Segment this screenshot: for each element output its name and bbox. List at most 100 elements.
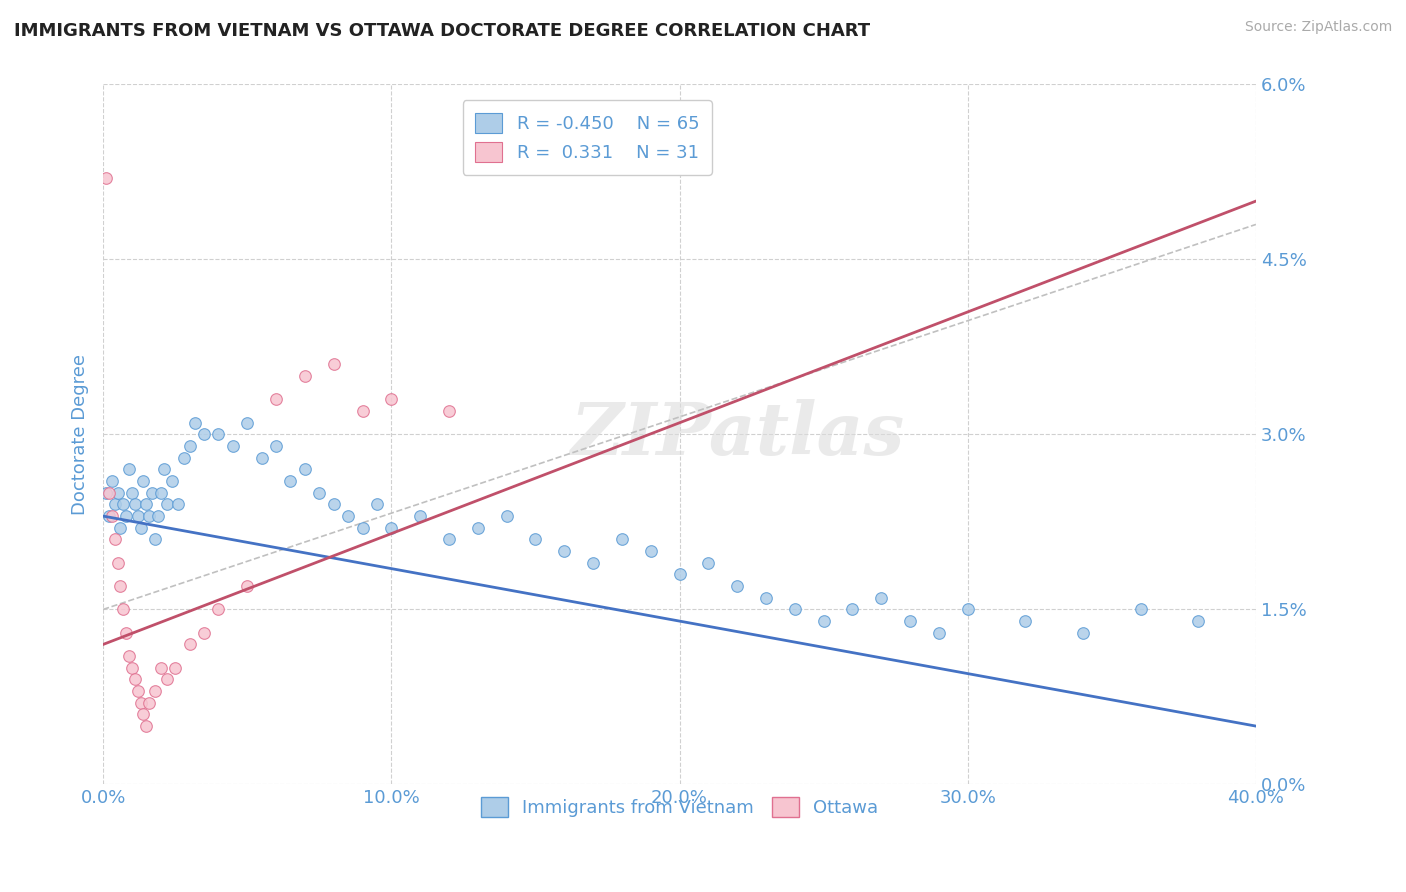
Point	[124, 673, 146, 687]
Point	[132, 707, 155, 722]
Point	[184, 416, 207, 430]
Point	[294, 369, 316, 384]
Point	[1129, 602, 1152, 616]
Legend: Immigrants from Vietnam, Ottawa: Immigrants from Vietnam, Ottawa	[474, 790, 886, 824]
Point	[141, 485, 163, 500]
Point	[97, 509, 120, 524]
Point	[222, 439, 245, 453]
Point	[783, 602, 806, 616]
Point	[104, 533, 127, 547]
Point	[928, 625, 950, 640]
Point	[755, 591, 778, 605]
Point	[236, 579, 259, 593]
Point	[107, 485, 129, 500]
Text: ZIPatlas: ZIPatlas	[569, 399, 904, 470]
Point	[104, 498, 127, 512]
Point	[1071, 625, 1094, 640]
Point	[115, 625, 138, 640]
Point	[118, 462, 141, 476]
Point	[138, 509, 160, 524]
Point	[110, 521, 132, 535]
Point	[437, 404, 460, 418]
Point	[127, 684, 149, 698]
Point	[167, 498, 190, 512]
Point	[322, 358, 344, 372]
Point	[870, 591, 893, 605]
Point	[898, 614, 921, 628]
Point	[294, 462, 316, 476]
Point	[155, 498, 177, 512]
Text: IMMIGRANTS FROM VIETNAM VS OTTAWA DOCTORATE DEGREE CORRELATION CHART: IMMIGRANTS FROM VIETNAM VS OTTAWA DOCTOR…	[14, 22, 870, 40]
Point	[138, 696, 160, 710]
Point	[165, 661, 187, 675]
Point	[813, 614, 835, 628]
Point	[467, 521, 489, 535]
Point	[495, 509, 517, 524]
Point	[118, 649, 141, 664]
Point	[193, 625, 215, 640]
Point	[366, 498, 388, 512]
Point	[135, 719, 157, 733]
Point	[582, 556, 605, 570]
Point	[264, 392, 287, 407]
Point	[553, 544, 575, 558]
Point	[1014, 614, 1036, 628]
Point	[127, 509, 149, 524]
Point	[143, 533, 166, 547]
Point	[380, 392, 402, 407]
Point	[207, 602, 229, 616]
Point	[322, 498, 344, 512]
Point	[352, 404, 374, 418]
Point	[437, 533, 460, 547]
Point	[124, 498, 146, 512]
Text: Source: ZipAtlas.com: Source: ZipAtlas.com	[1244, 20, 1392, 34]
Point	[173, 450, 195, 465]
Point	[97, 485, 120, 500]
Point	[956, 602, 979, 616]
Point	[132, 474, 155, 488]
Point	[94, 485, 117, 500]
Point	[250, 450, 273, 465]
Point	[409, 509, 432, 524]
Point	[155, 673, 177, 687]
Point	[112, 498, 135, 512]
Point	[121, 661, 143, 675]
Point	[115, 509, 138, 524]
Point	[193, 427, 215, 442]
Point	[129, 696, 152, 710]
Point	[179, 439, 201, 453]
Point	[146, 509, 169, 524]
Point	[524, 533, 547, 547]
Point	[94, 170, 117, 185]
Point	[100, 474, 122, 488]
Point	[668, 567, 690, 582]
Point	[143, 684, 166, 698]
Point	[149, 485, 172, 500]
Point	[264, 439, 287, 453]
Point	[640, 544, 662, 558]
Point	[107, 556, 129, 570]
Point	[725, 579, 748, 593]
Point	[841, 602, 863, 616]
Point	[380, 521, 402, 535]
Point	[129, 521, 152, 535]
Point	[162, 474, 184, 488]
Point	[149, 661, 172, 675]
Point	[121, 485, 143, 500]
Point	[110, 579, 132, 593]
Point	[337, 509, 360, 524]
Point	[112, 602, 135, 616]
Point	[352, 521, 374, 535]
Point	[179, 637, 201, 651]
Point	[697, 556, 720, 570]
Point	[1187, 614, 1209, 628]
Point	[610, 533, 633, 547]
Point	[152, 462, 174, 476]
Point	[280, 474, 302, 488]
Point	[236, 416, 259, 430]
Point	[135, 498, 157, 512]
Y-axis label: Doctorate Degree: Doctorate Degree	[72, 354, 89, 515]
Point	[308, 485, 330, 500]
Point	[100, 509, 122, 524]
Point	[207, 427, 229, 442]
